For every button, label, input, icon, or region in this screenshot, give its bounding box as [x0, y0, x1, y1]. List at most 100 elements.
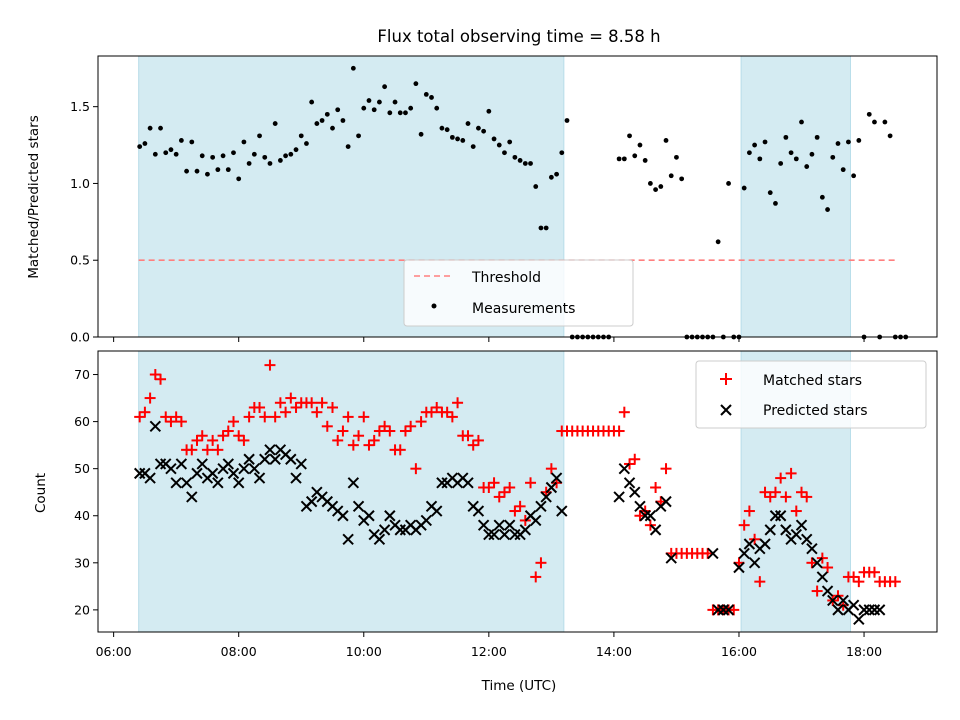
predicted-star-point	[472, 505, 485, 517]
y-tick-label: 20	[74, 602, 90, 617]
matched-star-point	[806, 557, 818, 569]
matched-star-point	[530, 571, 542, 583]
predicted-star-point	[462, 477, 474, 489]
measurement-point	[158, 125, 163, 131]
x-b	[248, 462, 261, 475]
measurement-point	[825, 207, 830, 212]
predicted-star-point	[790, 528, 803, 541]
predicted-star-point	[186, 491, 198, 503]
predicted-star-point	[707, 547, 719, 560]
measurement-point	[726, 181, 731, 186]
measurement-point	[621, 156, 627, 162]
x-b	[472, 505, 485, 517]
measurement-point	[835, 141, 841, 146]
measurement-point	[382, 84, 388, 90]
measurement-point	[783, 134, 789, 140]
matched-star-point	[775, 472, 787, 484]
x-b	[639, 510, 651, 522]
matched-star-point	[462, 430, 474, 442]
matched-stars-legend-marker	[720, 373, 732, 385]
measurement-point	[559, 150, 565, 156]
predicted-star-point	[801, 533, 813, 545]
x-b	[707, 547, 719, 560]
predicted-star-point	[384, 510, 396, 522]
predicted-star-point	[712, 604, 724, 616]
series-0	[137, 65, 909, 340]
measurement-point	[283, 153, 289, 159]
x-b	[431, 505, 443, 517]
x-b	[540, 491, 552, 503]
predicted-star-point	[519, 524, 532, 536]
x-b	[347, 477, 360, 489]
y-tick-label: 0.5	[70, 253, 90, 268]
measurement-point	[481, 128, 487, 134]
x-b	[644, 510, 657, 522]
measurement-point	[439, 125, 445, 131]
measurement-point	[335, 107, 341, 113]
x-b	[556, 505, 568, 517]
predicted-star-point	[733, 561, 745, 574]
x-b	[503, 519, 516, 531]
measurement-point	[522, 161, 528, 166]
measurement-point	[512, 154, 518, 160]
matched-star-point	[525, 477, 537, 489]
measurement-point	[168, 147, 174, 153]
matched-star-point	[144, 392, 156, 404]
predicted-star-point	[780, 524, 792, 536]
x-b	[733, 561, 745, 574]
predicted-star-point	[352, 500, 365, 513]
matched-star-point	[264, 359, 276, 371]
x-b	[253, 472, 266, 484]
predicted-star-point	[290, 472, 302, 484]
predicted-star-point	[212, 477, 224, 489]
x-b	[660, 495, 672, 508]
measurement-point	[679, 176, 685, 182]
predicted-star-point	[206, 467, 219, 480]
measurement-point	[142, 141, 148, 146]
predicted-star-point	[853, 613, 865, 625]
predicted-star-point	[191, 467, 203, 480]
x-b	[717, 604, 730, 616]
predicted-star-point	[759, 538, 771, 550]
matched-star-point	[175, 416, 187, 428]
predicted-star-point	[133, 467, 146, 480]
predicted-star-point	[373, 533, 386, 545]
shaded-interval	[740, 55, 851, 338]
x-b	[613, 491, 625, 503]
y-tick-label: 70	[74, 367, 90, 382]
measurement-point	[757, 156, 763, 162]
measurement-point	[767, 190, 773, 196]
x-b	[394, 524, 406, 536]
predicted-star-point	[248, 462, 261, 475]
matched-star-point	[217, 430, 229, 442]
x-b	[634, 500, 646, 513]
predicted-stars-legend-label: Predicted stars	[763, 403, 868, 419]
predicted-star-point	[639, 510, 651, 522]
predicted-star-point	[743, 538, 756, 550]
x-b	[847, 599, 860, 611]
matched-star-point	[660, 463, 672, 475]
measurement-point	[496, 142, 502, 148]
x-b	[806, 542, 818, 555]
matched-star-point	[426, 406, 438, 418]
matched-star-point	[405, 420, 417, 432]
matched-star-point	[358, 411, 370, 423]
x-b	[212, 477, 224, 489]
matched-star-point	[332, 434, 344, 446]
measurements-legend-marker	[431, 303, 437, 309]
predicted-stars-legend-marker	[720, 404, 732, 416]
measurement-point	[502, 150, 507, 156]
matched-star-point	[321, 420, 333, 432]
measurement-point	[314, 121, 320, 126]
predicted-star-point	[550, 472, 563, 484]
measurement-point	[241, 139, 247, 145]
x-b	[811, 557, 823, 569]
matched-star-point	[431, 401, 443, 413]
measurement-point	[251, 151, 257, 157]
x-b	[821, 585, 834, 597]
x-b	[748, 557, 761, 569]
predicted-star-point	[347, 477, 360, 489]
predicted-star-point	[717, 604, 730, 616]
matched-star-point	[514, 500, 526, 512]
measurement-point	[548, 174, 554, 180]
